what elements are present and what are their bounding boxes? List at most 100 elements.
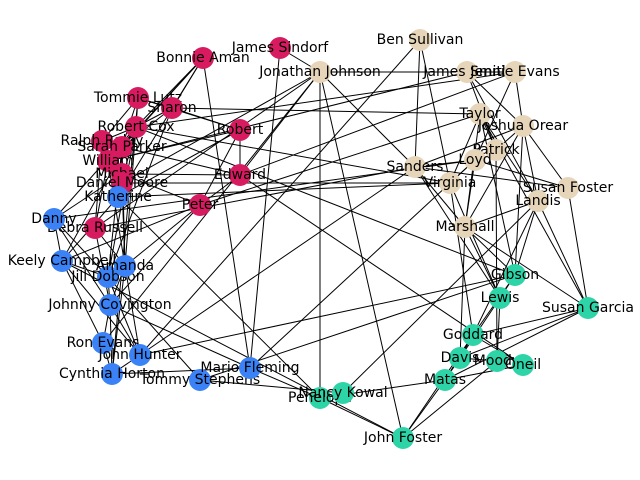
node-circle[interactable] bbox=[125, 116, 147, 138]
node-circle[interactable] bbox=[504, 264, 526, 286]
node-circle[interactable] bbox=[101, 363, 123, 385]
node-circle[interactable] bbox=[229, 164, 251, 186]
graph-node[interactable]: Goddard bbox=[443, 324, 503, 346]
graph-node[interactable]: Keely Campbell bbox=[8, 250, 117, 272]
graph-node[interactable]: Sanders bbox=[387, 156, 444, 178]
graph-edge bbox=[121, 173, 201, 206]
graph-node[interactable]: Loyd bbox=[458, 149, 492, 171]
node-circle[interactable] bbox=[92, 332, 114, 354]
graph-node[interactable]: Tommie Lutz bbox=[93, 87, 182, 109]
node-circle[interactable] bbox=[439, 172, 461, 194]
graph-node[interactable]: James Sindorf bbox=[231, 37, 330, 59]
graph-node[interactable]: Debra Russell bbox=[47, 217, 143, 239]
graph-node[interactable]: Johnny Covington bbox=[47, 294, 172, 316]
graph-node[interactable]: Davis bbox=[441, 347, 480, 369]
node-circle[interactable] bbox=[97, 266, 119, 288]
node-circle[interactable] bbox=[577, 297, 599, 319]
graph-node[interactable]: Sharon bbox=[147, 97, 197, 119]
graph-node[interactable]: Edward bbox=[214, 164, 266, 186]
graph-node[interactable]: Jennie Evans bbox=[469, 61, 560, 83]
node-circle[interactable] bbox=[114, 255, 136, 277]
graph-edge bbox=[474, 71, 516, 161]
node-circle[interactable] bbox=[454, 216, 476, 238]
graph-node[interactable]: Nancy Kowal bbox=[298, 382, 388, 404]
graph-node[interactable]: Tommy Stephens bbox=[139, 369, 260, 391]
graph-node[interactable]: Oneil bbox=[505, 354, 541, 376]
node-circle[interactable] bbox=[309, 61, 331, 83]
node-circle[interactable] bbox=[557, 177, 579, 199]
graph-node[interactable]: Amanda bbox=[96, 255, 154, 277]
graph-node[interactable]: Jonathan Johnson bbox=[258, 61, 381, 83]
node-circle[interactable] bbox=[51, 250, 73, 272]
graph-node[interactable]: Robert bbox=[217, 119, 264, 141]
node-circle[interactable] bbox=[99, 294, 121, 316]
node-circle[interactable] bbox=[91, 130, 113, 152]
node-circle[interactable] bbox=[449, 347, 471, 369]
node-circle[interactable] bbox=[192, 47, 214, 69]
graph-node[interactable]: Joshua Orear bbox=[477, 115, 568, 137]
graph-node[interactable]: Gibson bbox=[491, 264, 539, 286]
node-circle[interactable] bbox=[527, 190, 549, 212]
node-circle[interactable] bbox=[189, 369, 211, 391]
node-circle[interactable] bbox=[189, 194, 211, 216]
graph-node[interactable]: Robert Cox bbox=[97, 116, 175, 138]
graph-node[interactable]: Danny bbox=[31, 208, 77, 230]
graph-node[interactable]: Katherine bbox=[84, 186, 152, 208]
graph-node[interactable]: Bonnie Aman bbox=[156, 47, 250, 69]
graph-node[interactable]: Landis bbox=[515, 190, 561, 212]
node-circle[interactable] bbox=[434, 369, 456, 391]
node-circle[interactable] bbox=[486, 350, 508, 372]
node-circle[interactable] bbox=[269, 37, 291, 59]
node-circle[interactable] bbox=[161, 97, 183, 119]
node-circle[interactable] bbox=[489, 287, 511, 309]
node-circle[interactable] bbox=[462, 324, 484, 346]
node-circle[interactable] bbox=[111, 136, 133, 158]
node-circle[interactable] bbox=[43, 208, 65, 230]
node-circle[interactable] bbox=[84, 217, 106, 239]
node-circle[interactable] bbox=[332, 382, 354, 404]
graph-node[interactable]: Lewis bbox=[481, 287, 520, 309]
graph-node[interactable]: Virginia bbox=[424, 172, 477, 194]
node-circle[interactable] bbox=[512, 354, 534, 376]
node-circle[interactable] bbox=[107, 186, 129, 208]
node-label: Patrick bbox=[472, 142, 520, 158]
graph-edge bbox=[94, 160, 109, 229]
node-circle[interactable] bbox=[469, 103, 491, 125]
node-circle[interactable] bbox=[239, 357, 261, 379]
node-circle[interactable] bbox=[97, 150, 119, 172]
graph-node[interactable]: Matas bbox=[424, 369, 466, 391]
node-circle[interactable] bbox=[229, 119, 251, 141]
graph-node[interactable]: Moody bbox=[474, 350, 520, 372]
graph-node[interactable]: Ben Sullivan bbox=[377, 29, 464, 51]
node-circle[interactable] bbox=[129, 344, 151, 366]
graph-node[interactable]: Taylor bbox=[458, 103, 501, 125]
node-label: Bonnie Aman bbox=[156, 50, 250, 66]
graph-node[interactable]: Peter bbox=[182, 194, 219, 216]
node-circle[interactable] bbox=[485, 139, 507, 161]
graph-node[interactable]: John Hunter bbox=[97, 344, 182, 366]
graph-node[interactable]: Susan Garcia bbox=[542, 297, 634, 319]
node-circle[interactable] bbox=[309, 387, 331, 409]
node-circle[interactable] bbox=[409, 29, 431, 51]
graph-node[interactable]: James Smith bbox=[422, 61, 511, 83]
graph-node[interactable]: Susan Foster bbox=[523, 177, 613, 199]
graph-node[interactable]: Marshall bbox=[436, 216, 495, 238]
graph-node[interactable]: Daniel Moore bbox=[76, 172, 168, 194]
graph-node[interactable]: Cynthia Horton bbox=[59, 363, 165, 385]
node-label: Katherine bbox=[84, 189, 152, 205]
graph-edge bbox=[466, 71, 539, 202]
node-label: Matas bbox=[424, 372, 466, 388]
node-circle[interactable] bbox=[512, 115, 534, 137]
graph-node[interactable]: Ron Evans bbox=[67, 332, 140, 354]
graph-node[interactable]: Sarah Parker bbox=[77, 136, 167, 158]
graph-node[interactable]: John Foster bbox=[363, 427, 442, 449]
node-circle[interactable] bbox=[127, 87, 149, 109]
graph-node[interactable]: Patrick bbox=[472, 139, 521, 161]
node-circle[interactable] bbox=[464, 149, 486, 171]
node-circle[interactable] bbox=[504, 61, 526, 83]
graph-node[interactable]: Mario Fleming bbox=[200, 357, 300, 379]
node-circle[interactable] bbox=[456, 61, 478, 83]
node-circle[interactable] bbox=[404, 156, 426, 178]
node-circle[interactable] bbox=[392, 427, 414, 449]
